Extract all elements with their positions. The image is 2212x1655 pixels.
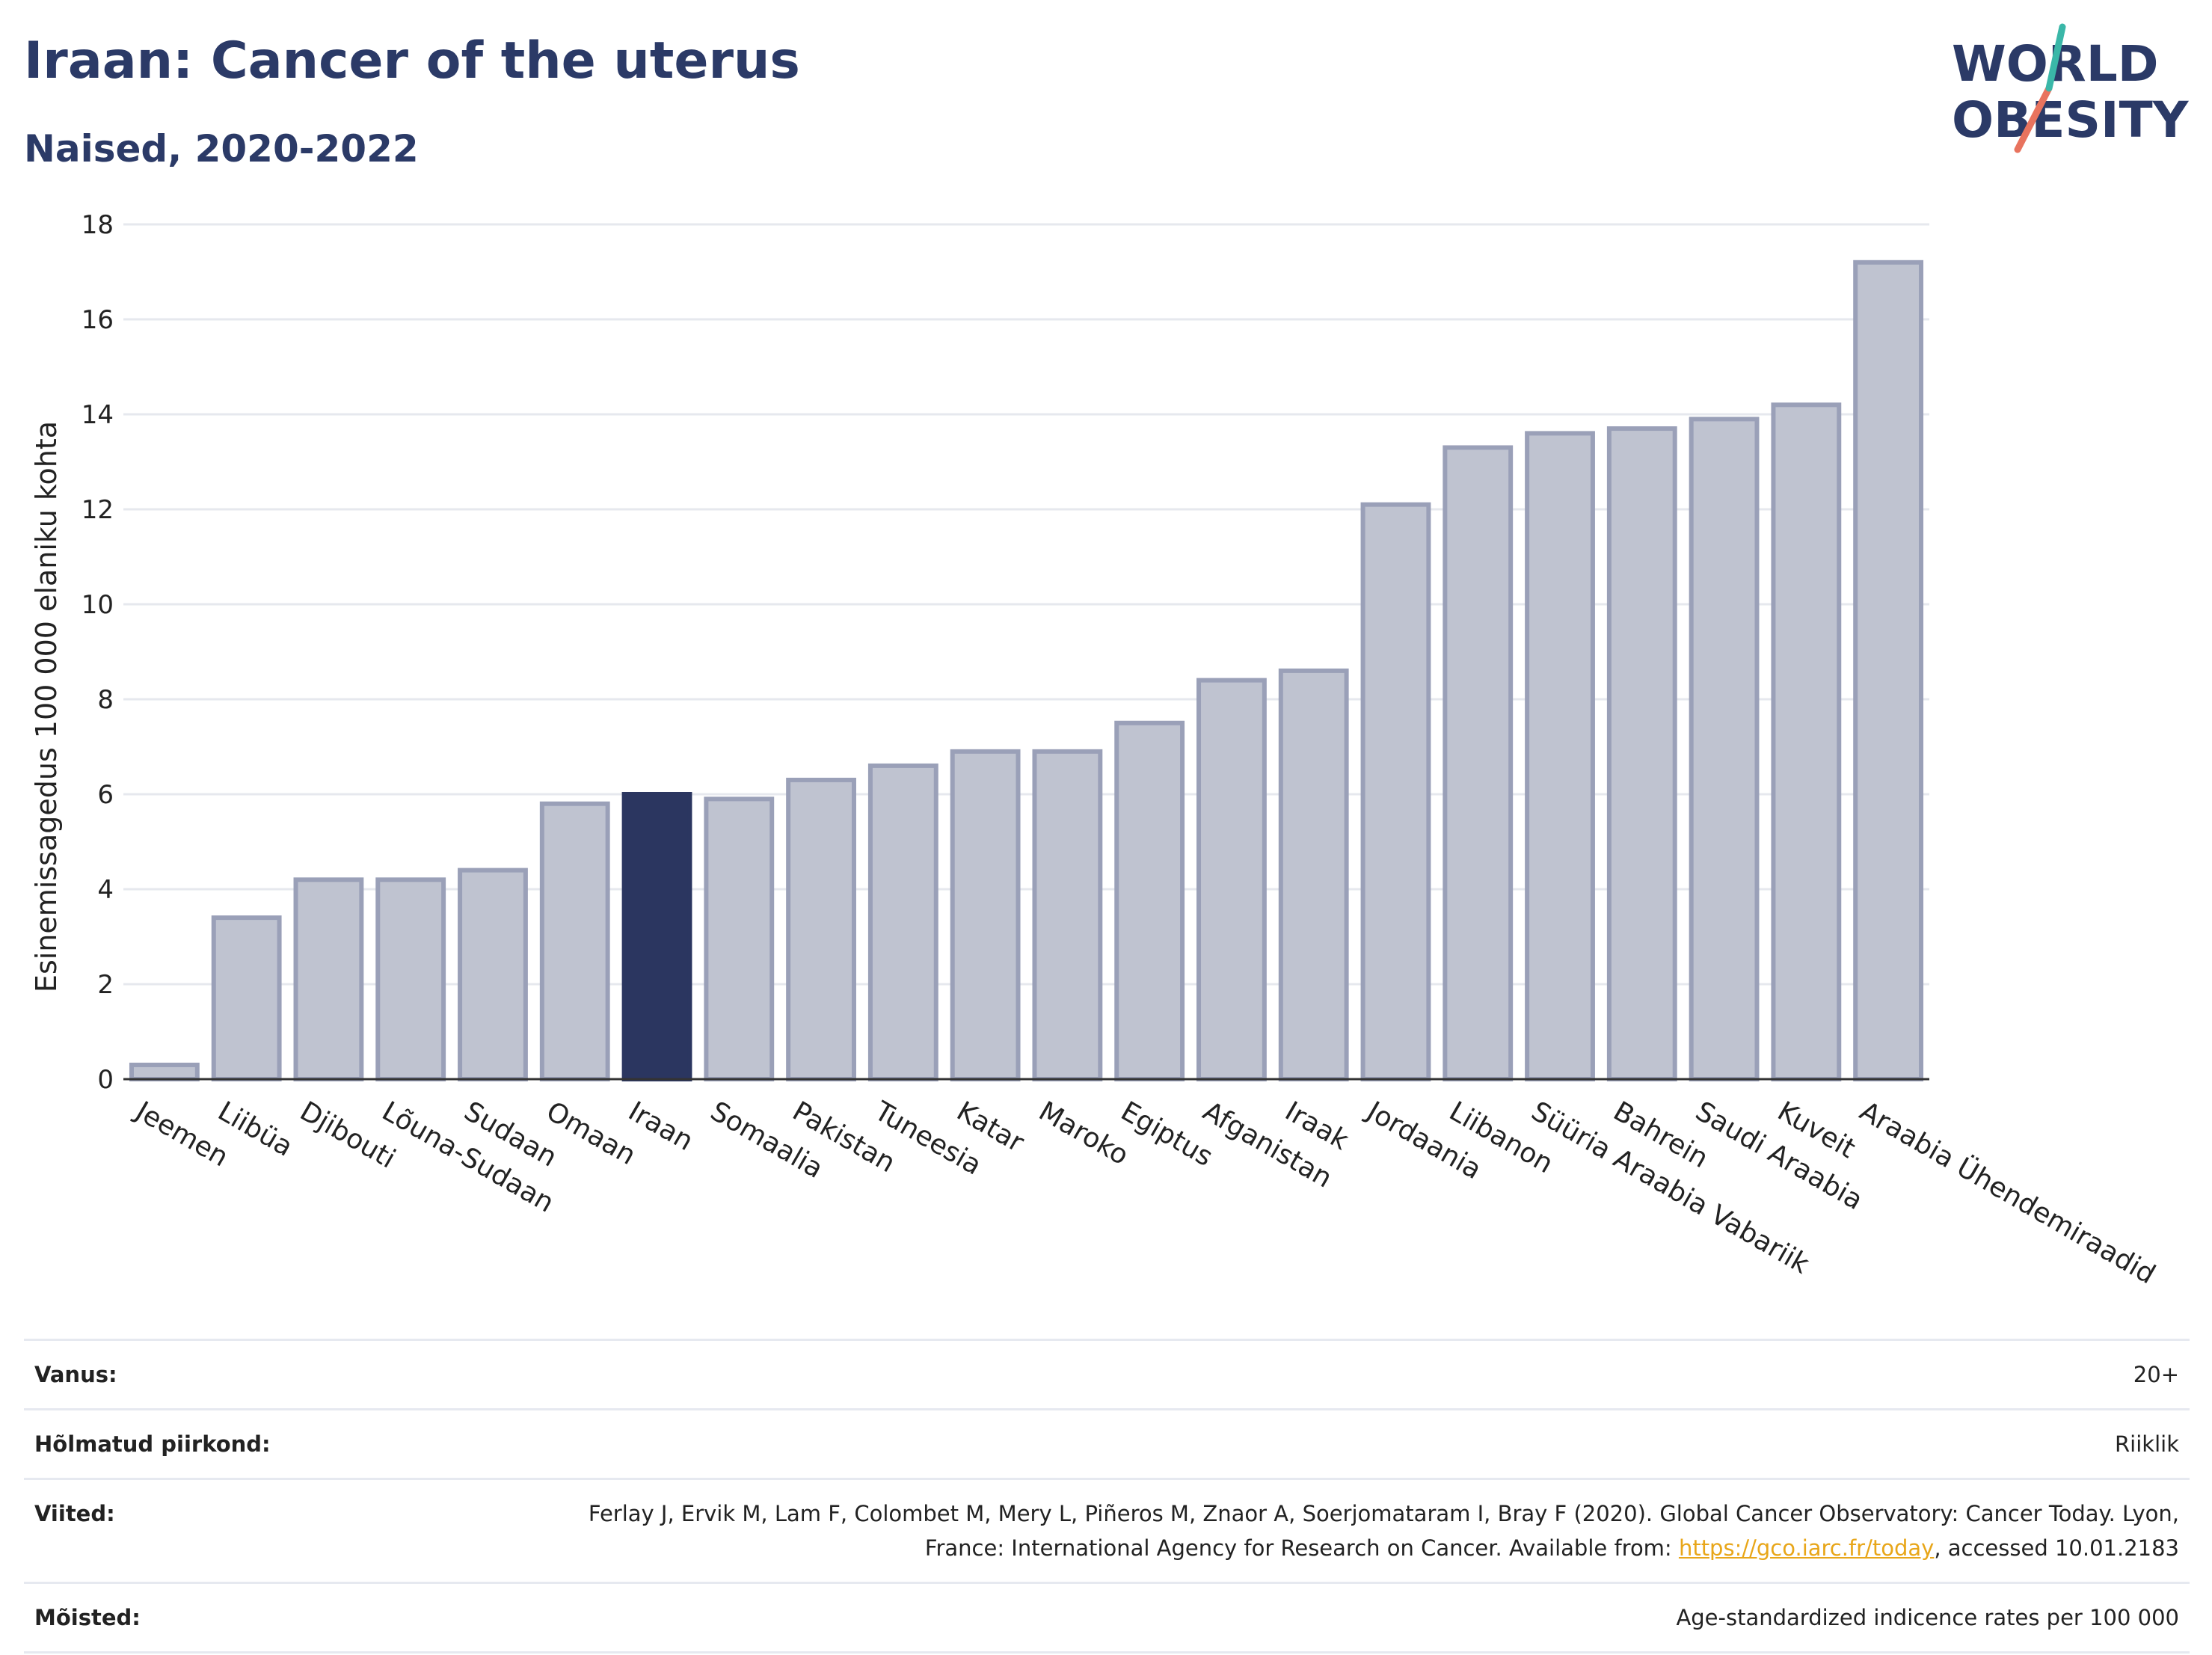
y-tick-label: 0: [97, 1065, 114, 1095]
logo-slash-teal: [2045, 23, 2066, 92]
meta-key: Vanus:: [24, 1339, 494, 1410]
meta-key: Hõlmatud piirkond:: [24, 1408, 494, 1480]
y-tick-label: 16: [82, 305, 114, 335]
y-tick-label: 18: [82, 210, 114, 240]
bar-Saudi Araabia: [1689, 417, 1760, 1081]
meta-value: Age-standardized indicence rates per 100…: [494, 1582, 2190, 1654]
x-tick-label: Omaan: [541, 1096, 640, 1171]
meta-key: Mõisted:: [24, 1582, 494, 1654]
reference-accessed: , accessed 10.01.2183: [1934, 1535, 2179, 1561]
bar-Pakistan: [786, 777, 856, 1081]
y-tick-label: 14: [82, 400, 114, 430]
x-tick-label: Jeemen: [129, 1095, 233, 1173]
meta-value: Riiklik: [494, 1408, 2190, 1480]
y-axis-label: Esinemissagedus 100 000 elaniku kohta: [30, 421, 63, 992]
bar-Omaan: [539, 801, 610, 1081]
bar-Kuveit: [1771, 402, 1842, 1081]
bar-Iraak: [1278, 668, 1349, 1081]
bar-Bahrein: [1606, 426, 1677, 1081]
x-axis-labels: JeemenLiibüaDjiboutiLõuna-SudaanSudaanOm…: [129, 1095, 2161, 1290]
meta-row-references: Viited: Ferlay J, Ervik M, Lam F, Colomb…: [24, 1478, 2190, 1584]
bars: [129, 260, 1924, 1082]
bar-Afganistan: [1196, 678, 1267, 1081]
bar-Araabia Ühendemiraadid: [1853, 260, 1924, 1081]
bar-Sudaan: [458, 868, 528, 1081]
x-tick-label: Araabia Ühendemiraadid: [1855, 1096, 2161, 1291]
y-tick-label: 12: [82, 495, 114, 525]
chart-title: Iraan: Cancer of the uterus: [24, 31, 800, 90]
y-axis-ticks: 0 2 4 6 8 10 12 14 16 18: [82, 210, 114, 1095]
logo-line2: OBESITY: [1952, 91, 2190, 149]
reference-text: Ferlay J, Ervik M, Lam F, Colombet M, Me…: [588, 1501, 2179, 1561]
bar-Süüria Araabia Vabariik: [1525, 431, 1595, 1081]
bar-chart: 0 2 4 6 8 10 12 14 16 18 JeemenLiibüaDjiboutiLõun…: [30, 210, 2161, 1290]
meta-row-definitions: Mõisted: Age-standardized indicence rate…: [24, 1582, 2190, 1654]
chart-subtitle: Naised, 2020-2022: [24, 127, 419, 171]
bar-Egiptus: [1114, 720, 1185, 1081]
x-tick-label: Egiptus: [1116, 1096, 1218, 1173]
y-tick-label: 4: [97, 875, 114, 905]
reference-link[interactable]: https://gco.iarc.fr/today: [1678, 1535, 1935, 1561]
meta-row-age: Vanus: 20+: [24, 1339, 2190, 1410]
x-tick-label: Maroko: [1033, 1096, 1134, 1171]
bar-Tuneesia: [867, 763, 938, 1082]
y-tick-label: 2: [97, 970, 114, 1000]
world-obesity-logo: WORLD OBESITY: [1952, 23, 2190, 153]
y-tick-label: 8: [97, 685, 114, 715]
logo-slash-red: [2014, 85, 2053, 153]
bar-Jordaania: [1360, 502, 1431, 1081]
bar-Maroko: [1032, 749, 1103, 1081]
y-tick-label: 10: [82, 590, 114, 620]
meta-key: Viited:: [24, 1478, 494, 1584]
bar-Liibanon: [1443, 445, 1514, 1081]
bar-Liibüa: [211, 915, 282, 1081]
bar-Djibouti: [293, 877, 364, 1082]
bar-Somaalia: [704, 796, 775, 1081]
meta-row-region: Hõlmatud piirkond: Riiklik: [24, 1408, 2190, 1480]
bar-Lõuna-Sudaan: [375, 877, 446, 1082]
meta-value: Ferlay J, Ervik M, Lam F, Colombet M, Me…: [494, 1478, 2190, 1584]
bar-Katar: [950, 749, 1021, 1081]
metadata-table: Vanus: 20+ Hõlmatud piirkond: Riiklik Vi…: [24, 1339, 2190, 1654]
meta-value: 20+: [494, 1339, 2190, 1410]
bar-Jeemen: [129, 1062, 200, 1081]
bar-Iraan: [621, 792, 692, 1081]
y-tick-label: 6: [97, 780, 114, 810]
